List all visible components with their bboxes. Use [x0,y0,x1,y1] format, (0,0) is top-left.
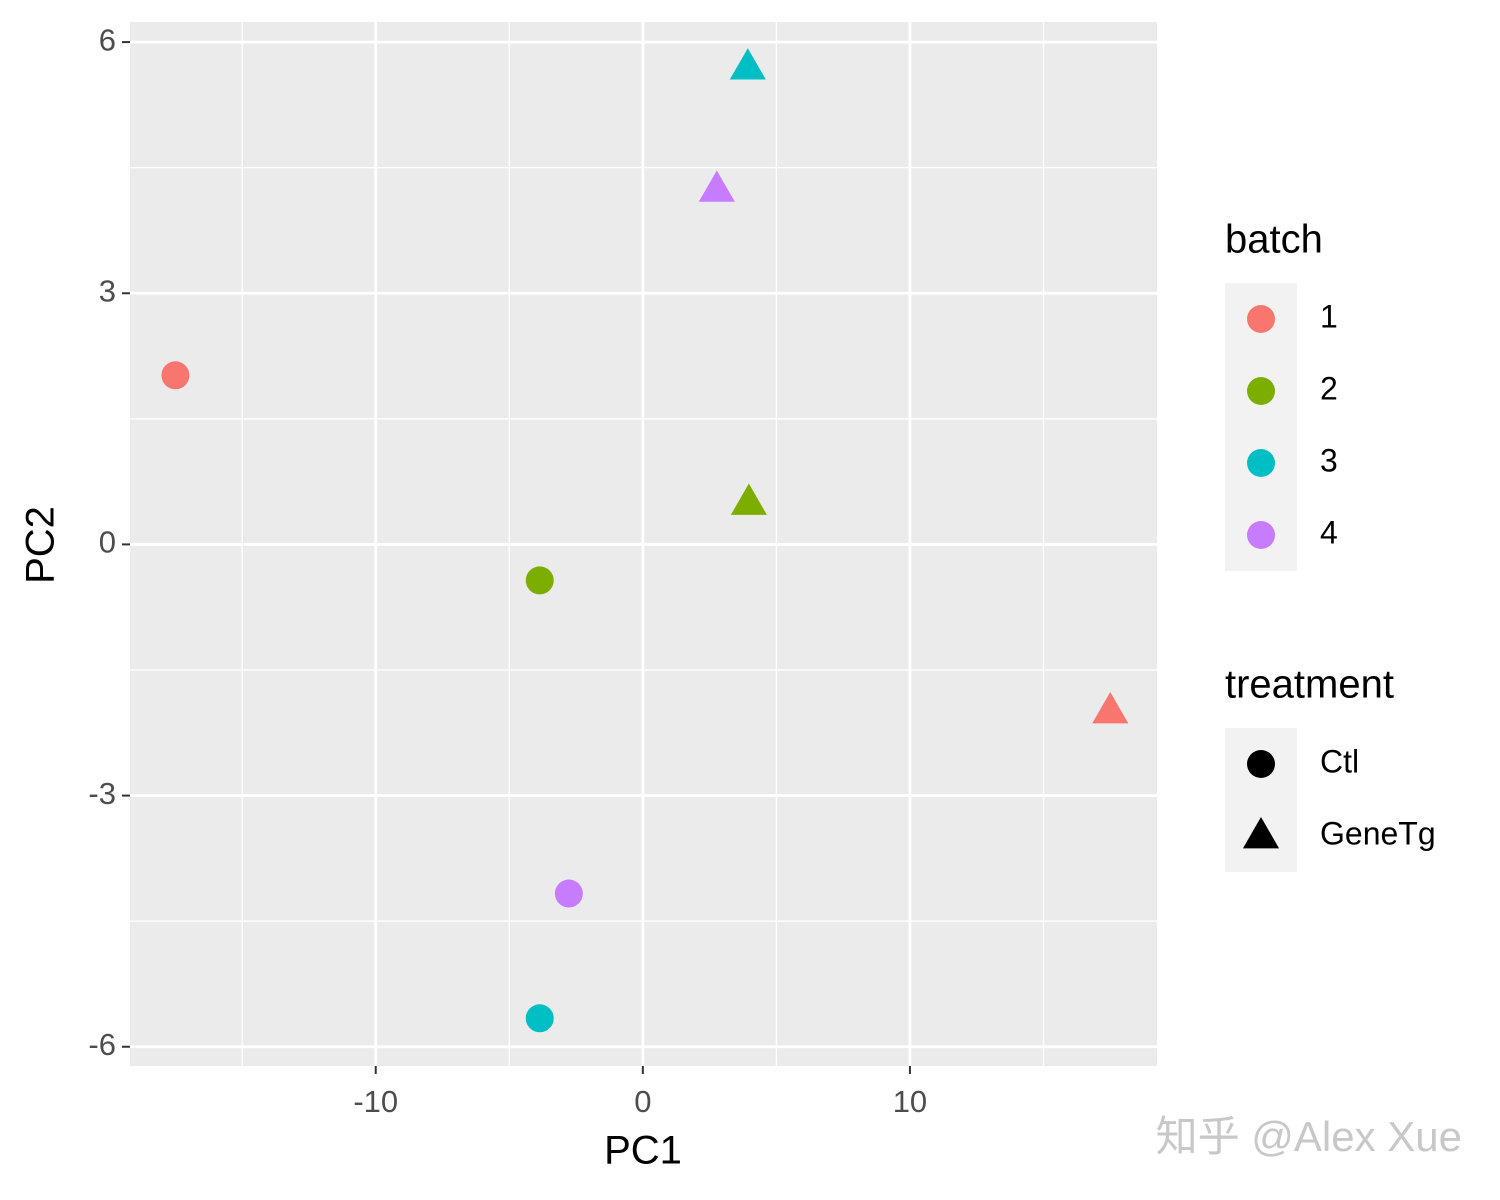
y-tick-label: 3 [99,273,116,308]
circle-point [1247,750,1275,778]
circle-point [161,361,190,390]
circle-point [554,879,583,908]
y-tick-label: -3 [88,776,116,811]
y-tick-label: 6 [99,22,116,57]
legend-label: 3 [1320,442,1338,478]
watermark: 知乎 @Alex Xue [1156,1113,1462,1160]
circle-point [1247,449,1275,477]
y-axis-title: PC2 [19,506,63,584]
circle-point [1247,521,1275,549]
y-tick-label: 0 [99,525,116,560]
legend-key-background [1225,728,1297,872]
legend-label: Ctl [1320,743,1359,779]
grid [130,22,1157,1066]
legend-label: GeneTg [1320,815,1436,851]
legend-label: 4 [1320,514,1338,550]
x-tick-label: -10 [353,1084,398,1119]
x-tick-label: 10 [893,1084,927,1119]
legend-label: 1 [1320,298,1338,334]
circle-point [1247,305,1275,333]
triangle-point [730,483,767,515]
x-axis-title: PC1 [604,1129,682,1173]
points [161,48,1129,1033]
circle-point [525,566,554,595]
y-tick-label: -6 [88,1027,116,1062]
circle-point [525,1004,554,1033]
circle-point [1247,377,1275,405]
triangle-point [1092,692,1129,724]
x-tick-label: 0 [634,1084,651,1119]
legend-title: treatment [1225,663,1394,707]
legend-label: 2 [1320,370,1338,406]
triangle-point [1242,817,1280,849]
triangle-point [698,170,735,202]
triangle-point [729,48,766,80]
legend-title: batch [1225,218,1323,262]
